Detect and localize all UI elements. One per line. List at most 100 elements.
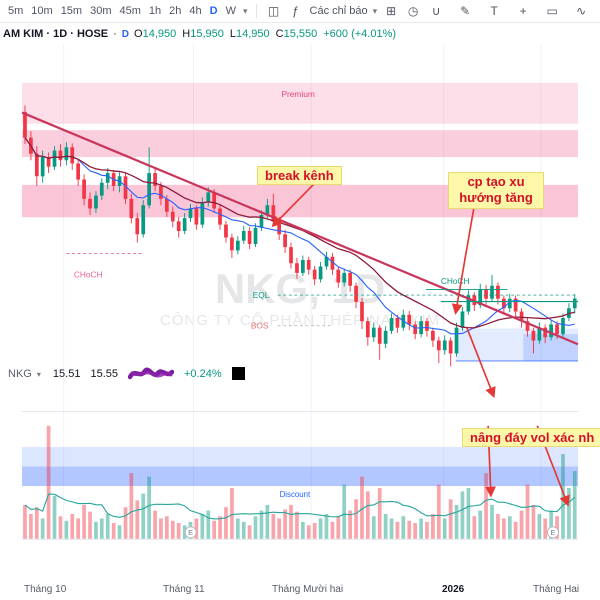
candle-body	[259, 214, 264, 228]
timeframe-dropdown-caret[interactable]: ▾	[243, 5, 248, 16]
xaxis-label-dec[interactable]: Tháng Mười hai	[272, 584, 344, 595]
indicators-button[interactable]: Các chỉ báo	[309, 5, 368, 17]
symbol-bar: AM KIM · 1D · HOSE · D O14,950 H15,950 L…	[3, 28, 397, 40]
annotation-uptrend[interactable]: cp tạo xu hướng tăng	[448, 172, 544, 209]
volume-bar	[99, 518, 104, 539]
descending-trendline[interactable]	[21, 111, 579, 346]
volume-bar	[159, 518, 163, 539]
rectangle-tool-icon[interactable]: ▭	[546, 4, 558, 18]
magnet-icon[interactable]: ∪	[431, 4, 441, 18]
candle-body	[371, 327, 376, 338]
candle-body	[360, 301, 364, 322]
status-value-2: 15.55	[90, 367, 118, 380]
xaxis-label-feb[interactable]: Tháng Hai	[533, 584, 580, 595]
candle-body	[389, 318, 394, 331]
volume-bar	[513, 521, 518, 539]
candle-body	[224, 224, 228, 238]
candle-body	[484, 289, 488, 299]
supply-zone-1[interactable]	[22, 130, 578, 158]
candlestick-style-icon[interactable]: ◫	[267, 4, 280, 18]
candle-body	[170, 211, 175, 222]
volume-bar	[312, 522, 317, 539]
arrow-break-channel[interactable]	[271, 180, 318, 228]
volume-bar	[52, 495, 57, 539]
timeframe-30m[interactable]: 30m	[90, 5, 112, 17]
status-symbol[interactable]: NKG ▾	[8, 367, 41, 380]
text-tool-icon[interactable]: T	[490, 4, 498, 18]
earnings-marker[interactable]	[546, 526, 560, 539]
supply-demand-zones[interactable]	[22, 82, 578, 487]
alert-icon[interactable]: ◷	[407, 4, 419, 18]
candle-body	[194, 208, 199, 225]
xaxis-label-year[interactable]: 2026	[442, 584, 465, 595]
volume-bar	[543, 518, 548, 539]
volume-bar	[466, 487, 471, 539]
candle-body	[283, 234, 287, 248]
trend-drawings[interactable]	[21, 111, 579, 362]
timeframe-5m[interactable]: 5m	[8, 5, 24, 17]
candle-body	[70, 147, 75, 164]
volume-bar	[170, 520, 175, 539]
discount-zone-upper[interactable]	[22, 447, 578, 467]
candle-body	[330, 256, 335, 270]
timeframe-45m[interactable]: 45m	[119, 5, 141, 17]
pencil-draw-icon[interactable]: ✎	[460, 4, 471, 18]
low-value: 14,950	[235, 28, 270, 40]
volume-bar	[117, 525, 122, 539]
volume-bar	[265, 504, 270, 539]
volume-bar	[442, 518, 447, 539]
timeframe-w[interactable]: W	[225, 5, 236, 17]
timeframe-2h[interactable]: 2h	[169, 5, 182, 17]
arrow-low-to-note[interactable]	[466, 327, 496, 399]
timeframe-d[interactable]: D	[209, 5, 218, 17]
chart-region: NKG, 1D CÔNG TY CỔ PHẦN THÉP NAM KIM Pre…	[0, 44, 600, 600]
volume-bar	[354, 499, 358, 539]
volume-bar	[235, 518, 240, 539]
earnings-marker-letter: E	[188, 528, 193, 537]
candle-body	[507, 298, 512, 309]
indicators-dropdown-caret[interactable]: ▾	[372, 5, 378, 16]
timeframe-1h[interactable]: 1h	[148, 5, 162, 17]
timeframe-10m[interactable]: 10m	[31, 5, 53, 17]
volume-bar	[431, 514, 435, 539]
volume-bar	[70, 514, 75, 539]
volume-bar	[64, 520, 69, 539]
volume-bar	[360, 476, 364, 539]
volume-ma-line	[24, 493, 576, 520]
earnings-marker-letter: E	[551, 528, 556, 537]
candle-body	[496, 285, 500, 299]
annotation-higher-low-volume[interactable]: nâng đáy vol xác nh	[462, 428, 600, 447]
arrow-uptrend-low[interactable]	[451, 200, 476, 315]
candle-body	[555, 324, 559, 335]
volume-bar	[40, 518, 45, 539]
volume-bar	[182, 525, 187, 539]
volume-bar	[212, 520, 217, 539]
earnings-marker[interactable]	[184, 526, 197, 539]
candle-body	[265, 205, 270, 215]
candle-body	[395, 318, 400, 328]
candle-body	[289, 247, 293, 264]
candle-body	[253, 227, 258, 244]
premium-zone[interactable]	[22, 82, 578, 124]
timeframe-15m[interactable]: 15m	[60, 5, 83, 17]
volume-bar	[460, 491, 465, 539]
annotation-break-channel[interactable]: break kênh	[257, 166, 342, 185]
candle-body	[94, 195, 98, 209]
symbol-title[interactable]: AM KIM · 1D · HOSE	[3, 28, 109, 40]
eql-label: EQL	[253, 290, 270, 300]
candle-body	[519, 311, 524, 322]
wave-tool-icon[interactable]: ∿	[576, 4, 587, 18]
candle-body	[348, 272, 352, 286]
toolbar-divider	[255, 4, 257, 18]
xaxis-label-nov[interactable]: Tháng 11	[163, 584, 205, 595]
discount-zone-lower[interactable]	[22, 466, 578, 487]
indicators-fx-icon[interactable]: ƒ	[292, 4, 299, 18]
timeframe-4h[interactable]: 4h	[189, 5, 202, 17]
candle-body	[182, 218, 187, 232]
xaxis-label-oct[interactable]: Tháng 10	[24, 584, 67, 595]
grid-layout-icon[interactable]: ⊞	[386, 4, 397, 18]
volume-bar	[419, 518, 423, 539]
crosshair-cursor-icon[interactable]: +	[519, 4, 527, 18]
